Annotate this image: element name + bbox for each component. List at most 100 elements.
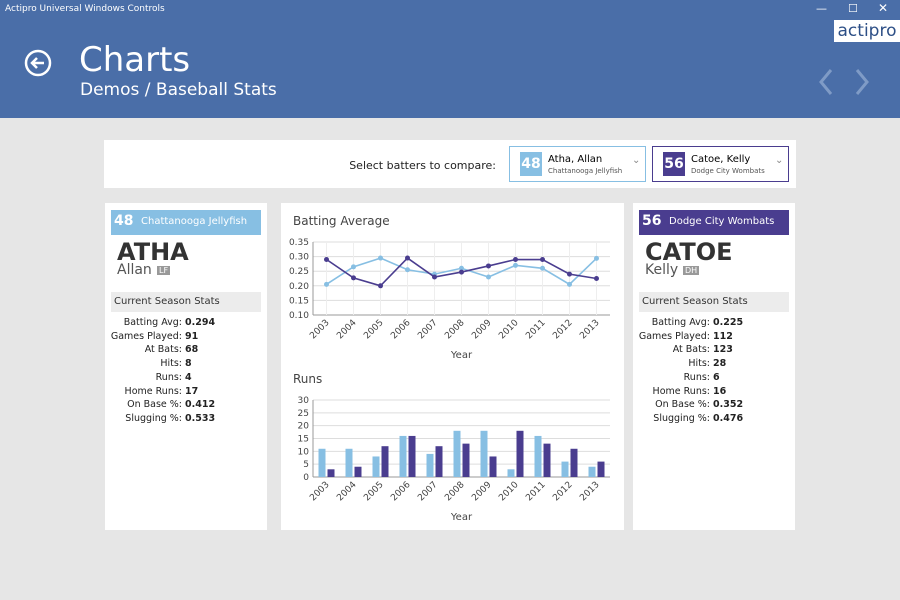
y-tick-label: 30 [298, 396, 310, 406]
batter-team: Chattanooga Jellyfish [548, 167, 623, 175]
page-title: Charts [79, 40, 191, 80]
selector-panel: Select batters to compare: 48 Atha, Alla… [104, 140, 796, 188]
player-number: 48 [114, 213, 134, 229]
bar [543, 443, 551, 477]
first-name: Kelly [645, 262, 679, 278]
x-tick-label: 2012 [551, 318, 574, 341]
bar [435, 446, 443, 477]
data-point [351, 264, 356, 270]
data-point [513, 262, 518, 268]
stat-value: 0.476 [713, 412, 744, 424]
stat-label: Hits: [160, 358, 182, 370]
data-point [405, 255, 410, 261]
stat-label: Home Runs: [124, 385, 182, 397]
close-button[interactable]: ✕ [878, 1, 889, 15]
data-point [351, 275, 356, 281]
bar [381, 446, 389, 477]
bar [408, 435, 416, 477]
data-point [486, 263, 491, 269]
last-name: CATOE [645, 238, 733, 266]
x-tick-label: 2013 [578, 318, 601, 341]
stat-value: 68 [185, 344, 199, 356]
x-tick-label: 2009 [470, 480, 493, 503]
x-tick-label: 2007 [416, 318, 439, 341]
stat-value: 123 [713, 344, 733, 356]
x-tick-label: 2005 [362, 480, 385, 503]
bar [534, 435, 542, 477]
stat-label: Runs: [683, 371, 710, 383]
batter-number: 56 [663, 152, 685, 176]
data-point [324, 281, 329, 287]
stat-value: 28 [713, 358, 727, 370]
stat-value: 6 [713, 371, 720, 383]
back-button[interactable] [24, 49, 52, 77]
data-point [432, 274, 437, 280]
last-name: ATHA [117, 238, 189, 266]
batter-select[interactable]: 56 Catoe, Kelly Dodge City Wombats ⌄ [652, 146, 789, 182]
team-name: Dodge City Wombats [669, 216, 775, 227]
y-tick-label: 0 [303, 473, 309, 483]
breadcrumb: Demos / Baseball Stats [80, 80, 277, 100]
bar [489, 456, 497, 477]
data-point [378, 283, 383, 289]
x-tick-label: 2013 [578, 480, 601, 503]
data-point [513, 257, 518, 263]
data-point [594, 276, 599, 281]
x-tick-label: 2008 [443, 318, 466, 341]
minimize-button[interactable]: — [816, 2, 827, 15]
stat-value: 91 [185, 330, 199, 342]
player-card: 48 Chattanooga Jellyfish ATHA Allan LF Curren… [105, 203, 267, 530]
stat-label: At Bats: [672, 344, 710, 356]
stat-value: 0.412 [185, 399, 216, 411]
stat-value: 0.225 [713, 317, 744, 328]
y-tick-label: 5 [303, 460, 309, 470]
batter-select[interactable]: 48 Atha, Allan Chattanooga Jellyfish ⌄ [509, 146, 646, 182]
data-point [459, 265, 464, 271]
y-tick-label: 15 [298, 435, 309, 445]
stat-value: 112 [713, 330, 733, 342]
team-banner: 56 Dodge City Wombats [639, 210, 789, 235]
y-tick-label: 20 [298, 422, 310, 432]
x-tick-label: 2012 [551, 480, 574, 503]
batter-number: 48 [520, 152, 542, 176]
team-name: Chattanooga Jellyfish [141, 216, 248, 227]
selector-label: Select batters to compare: [349, 159, 496, 172]
bar [462, 443, 470, 477]
x-tick-label: 2006 [389, 318, 412, 341]
chart-title: Runs [293, 372, 322, 386]
nav-arrows[interactable] [815, 68, 879, 96]
x-tick-label: 2011 [524, 480, 547, 503]
stat-label: Games Played: [638, 330, 710, 342]
stat-value: 0.533 [185, 412, 216, 424]
data-point [405, 267, 410, 273]
logo: actipro [834, 20, 900, 42]
batter-name: Atha, Allan [548, 154, 603, 165]
x-tick-label: 2008 [443, 480, 466, 503]
bar [399, 435, 407, 477]
stat-value: 0.294 [185, 317, 216, 328]
player-number: 56 [642, 213, 662, 229]
y-tick-label: 25 [298, 409, 309, 419]
x-tick-label: 2005 [362, 318, 385, 341]
bar [561, 461, 569, 477]
data-point [540, 257, 545, 263]
stats-header: Current Season Stats [111, 292, 261, 312]
stat-label: Hits: [688, 358, 710, 370]
chevron: ⌄ [632, 155, 641, 166]
batter-name: Catoe, Kelly [691, 154, 751, 165]
y-tick-label: 0.25 [289, 267, 309, 277]
data-point [594, 255, 599, 261]
player-card: 56 Dodge City Wombats CATOE Kelly DH Current … [633, 203, 795, 530]
maximize-button[interactable]: ☐ [848, 2, 858, 15]
stat-label: At Bats: [144, 344, 182, 356]
stat-label: Runs: [155, 371, 182, 383]
bar [480, 430, 488, 477]
x-tick-label: 2009 [470, 318, 493, 341]
x-tick-label: 2010 [497, 318, 520, 341]
charts-panel: Batting Average 0.10 0.15 0.20 0.25 0.30 0.35 2… [281, 203, 624, 530]
bar [597, 461, 605, 477]
stat-value: 0.352 [713, 399, 744, 411]
stat-label: Slugging %: [125, 412, 182, 424]
data-point [459, 269, 464, 275]
